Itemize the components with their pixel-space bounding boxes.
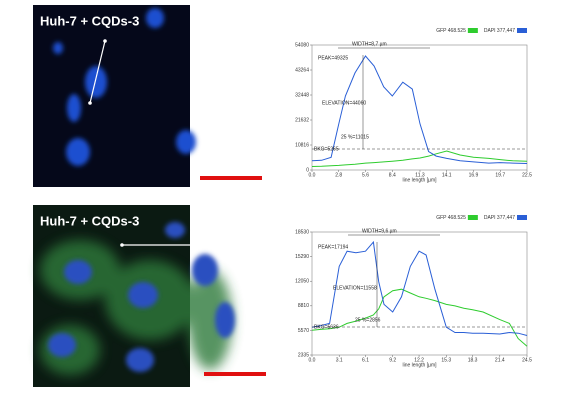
data-line	[311, 288, 528, 347]
y-tick-label: 54080	[295, 42, 309, 48]
x-tick-label: 16.9	[469, 172, 479, 178]
x-tick-label: 11.3	[415, 172, 425, 178]
x-tick-label: 21.4	[495, 357, 505, 363]
x-tick-label: 6.1	[362, 357, 369, 363]
x-tick-label: 12.2	[414, 357, 424, 363]
x-axis-label: line length [µm]	[402, 362, 437, 368]
image-label: Huh-7 + CQDs-3	[40, 13, 139, 28]
plot-frame	[311, 44, 528, 171]
y-tick-label: 43264	[295, 67, 309, 73]
y-tick-label: 2335	[298, 352, 309, 358]
y-tick-label: 32448	[295, 92, 309, 98]
micrograph-2: Huh-7 + CQDs-3	[33, 205, 266, 387]
image-label: Huh-7 + CQDs-3	[40, 213, 139, 228]
x-tick-label: 0.0	[309, 172, 316, 178]
y-tick-label: 10816	[295, 142, 309, 148]
legend-label: GFP 468.525	[436, 215, 466, 221]
annotation: BKG=5265	[314, 146, 339, 152]
data-line	[311, 55, 528, 164]
y-tick-label: 5570	[298, 328, 309, 334]
legend-swatch	[467, 215, 478, 220]
annotation: 25 %=11015	[341, 134, 369, 140]
x-tick-label: 14.1	[442, 172, 452, 178]
plot-frame	[311, 231, 528, 356]
annotation: ELEVATION=11558	[333, 285, 377, 291]
legend-label: GFP 468.525	[436, 28, 466, 34]
x-axis-label: line length [µm]	[402, 177, 437, 183]
legend-swatch	[467, 28, 478, 33]
y-tick-label: 12050	[295, 279, 309, 285]
annotation: PEAK=17194	[318, 244, 348, 250]
micrograph-1: Huh-7 + CQDs-3	[33, 5, 262, 187]
data-line	[311, 150, 528, 167]
annotation: WIDTH=9,6 µm	[362, 228, 397, 234]
x-tick-label: 18.3	[468, 357, 478, 363]
x-tick-label: 5.6	[362, 172, 369, 178]
x-tick-label: 24.5	[522, 357, 532, 363]
y-tick-label: 0	[306, 167, 309, 173]
x-tick-label: 19.7	[495, 172, 505, 178]
annotation: PEAK=49325	[318, 55, 348, 61]
annotation: ELEVATION=44060	[322, 100, 366, 106]
annotation: 25 %=2856	[355, 317, 381, 323]
legend-swatch	[517, 215, 527, 220]
legend-label: DAPI 377,447	[484, 28, 515, 34]
x-tick-label: 8.4	[389, 172, 396, 178]
x-tick-label: 9.2	[389, 357, 396, 363]
y-tick-label: 8810	[298, 303, 309, 309]
legend-swatch	[517, 28, 527, 33]
x-tick-label: 2.8	[335, 172, 342, 178]
x-tick-label: 22.5	[522, 172, 532, 178]
x-tick-label: 3.1	[336, 357, 343, 363]
annotation: BKG=5636	[314, 324, 339, 330]
annotation: WIDTH=8,7 µm	[352, 41, 387, 47]
x-tick-label: 15.3	[441, 357, 451, 363]
y-tick-label: 15290	[295, 254, 309, 260]
legend-label: DAPI 377,447	[484, 215, 515, 221]
data-line	[311, 240, 528, 336]
y-tick-label: 21632	[295, 117, 309, 123]
y-tick-label: 18530	[295, 229, 309, 235]
x-tick-label: 0.0	[309, 357, 316, 363]
